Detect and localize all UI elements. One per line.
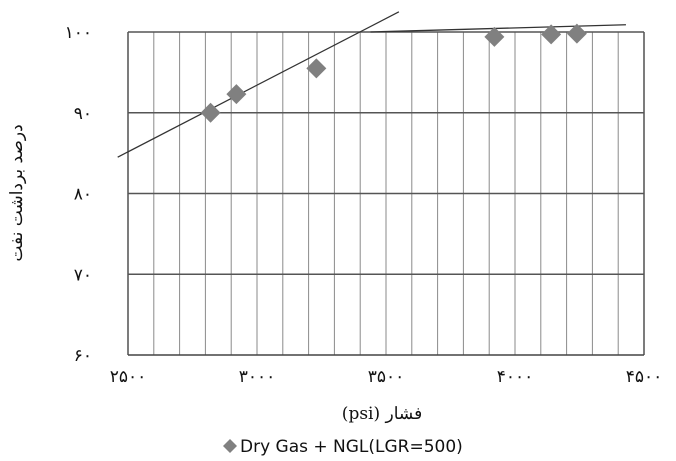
tick-labels: ۲۵۰۰ ۳۰۰۰ ۳۵۰۰ ۴۰۰۰ ۴۵۰۰ ۶۰ ۷۰ ۸۰ ۹۰ ۱۰۰ — [65, 23, 663, 387]
y-tick-label: ۶۰ — [74, 346, 92, 366]
y-axis-title: درصد برداشت نفت — [7, 124, 27, 261]
trendline — [370, 24, 626, 33]
data-point — [226, 84, 247, 105]
x-tick-label: ۳۰۰۰ — [239, 367, 276, 387]
data-point — [566, 23, 587, 44]
x-axis-title: فشار (psi) — [342, 404, 422, 424]
x-tick-label: ۴۰۰۰ — [497, 367, 534, 387]
grid-lines — [127, 31, 645, 356]
y-tick-label: ۸۰ — [74, 185, 92, 205]
x-tick-label: ۲۵۰۰ — [110, 367, 147, 387]
data-point — [306, 58, 327, 79]
trendline — [117, 11, 400, 158]
y-tick-label: ۹۰ — [74, 104, 92, 124]
y-tick-label: ۷۰ — [74, 265, 92, 285]
trendlines — [117, 11, 626, 158]
x-tick-label: ۴۵۰۰ — [626, 367, 663, 387]
legend-marker-diamond-icon — [223, 439, 237, 453]
y-tick-label: ۱۰۰ — [65, 23, 92, 43]
legend: Dry Gas + NGL(LGR=500) — [223, 437, 463, 457]
legend-label: Dry Gas + NGL(LGR=500) — [240, 437, 463, 457]
data-point — [200, 102, 221, 123]
data-points — [200, 23, 587, 123]
data-point — [484, 26, 505, 47]
data-point — [541, 24, 562, 45]
x-tick-label: ۳۵۰۰ — [368, 367, 405, 387]
